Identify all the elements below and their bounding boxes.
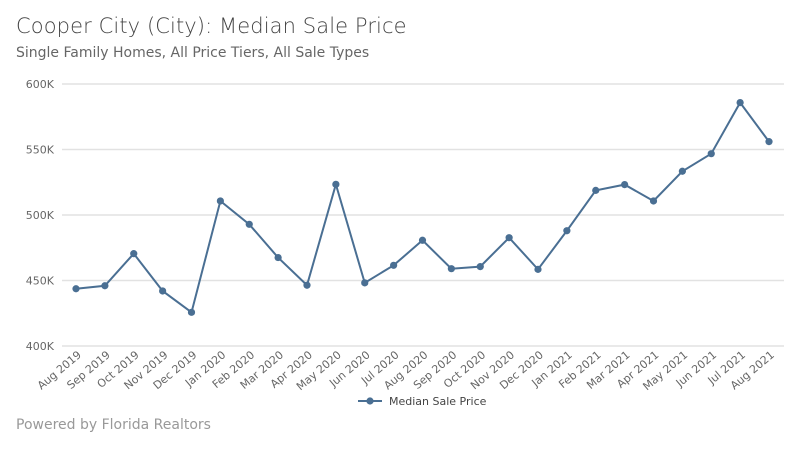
- y-tick-label: 550K: [26, 144, 55, 157]
- data-point: [130, 250, 138, 258]
- data-point: [245, 220, 253, 228]
- data-point: [707, 150, 715, 158]
- data-point: [649, 197, 658, 205]
- legend-label: Median Sale Price: [389, 395, 487, 408]
- legend-marker: [366, 397, 374, 405]
- data-point: [418, 236, 427, 244]
- data-point: [303, 281, 311, 289]
- data-point: [447, 265, 455, 273]
- data-point: [765, 138, 773, 146]
- data-point: [563, 227, 571, 235]
- y-tick-label: 400K: [26, 340, 55, 353]
- data-point: [101, 282, 109, 290]
- data-point: [216, 197, 224, 205]
- data-point: [390, 261, 398, 269]
- chart-subtitle: Single Family Homes, All Price Tiers, Al…: [16, 45, 370, 61]
- data-point: [274, 253, 282, 262]
- y-tick-label: 500K: [26, 209, 55, 222]
- y-tick-label: 600K: [26, 78, 55, 91]
- chart-title: Cooper City (City): Median Sale Price: [16, 14, 407, 38]
- data-point: [72, 285, 80, 293]
- data-point: [361, 279, 369, 287]
- data-point: [534, 265, 542, 273]
- data-point: [332, 180, 340, 188]
- data-point: [187, 308, 196, 316]
- data-point: [476, 263, 484, 271]
- data-point: [678, 167, 686, 175]
- data-point: [159, 287, 167, 295]
- footer-credit: Powered by Florida Realtors: [16, 417, 211, 433]
- data-point: [592, 186, 600, 194]
- data-point: [736, 99, 744, 107]
- data-point: [505, 234, 513, 242]
- y-tick-label: 450K: [26, 275, 55, 288]
- data-point: [621, 181, 629, 189]
